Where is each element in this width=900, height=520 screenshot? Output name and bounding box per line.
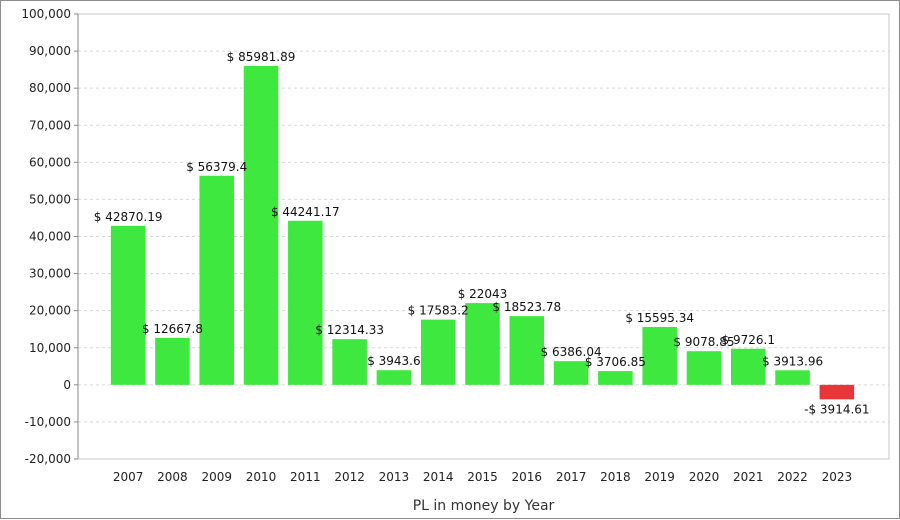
x-tick-label: 2009: [201, 470, 232, 484]
y-tick-label: 10,000: [29, 341, 71, 355]
bar-2009: [199, 175, 235, 385]
bar-2022: [775, 370, 810, 385]
y-tick-label: 50,000: [29, 192, 71, 206]
x-tick-label: 2020: [689, 470, 720, 484]
y-tick-label: 70,000: [29, 118, 71, 132]
x-tick-label: 2023: [822, 470, 853, 484]
bar-2013: [376, 370, 412, 385]
x-tick-label: 2015: [467, 470, 498, 484]
x-tick-label: 2007: [113, 470, 144, 484]
y-tick-label: -10,000: [25, 415, 71, 429]
bar-2015: [465, 303, 500, 385]
bar-2020: [686, 351, 722, 385]
y-tick-label: -20,000: [25, 452, 71, 466]
data-label-2012: $ 12314.33: [315, 323, 384, 337]
y-tick-label: 20,000: [29, 304, 71, 318]
bar-2012: [332, 339, 367, 385]
y-tick-label: 30,000: [29, 267, 71, 281]
bar-2014: [420, 319, 456, 385]
data-label-2013: $ 3943.6: [367, 354, 420, 368]
bar-2017: [553, 361, 589, 385]
data-label-2011: $ 44241.17: [271, 205, 340, 219]
data-label-2019: $ 15595.34: [625, 311, 694, 325]
bars: [110, 65, 855, 400]
x-tick-label: 2010: [246, 470, 277, 484]
bar-2018: [598, 371, 633, 385]
x-tick-label: 2016: [512, 470, 543, 484]
data-label-2009: $ 56379.4: [186, 160, 247, 174]
data-label-2018: $ 3706.85: [585, 355, 646, 369]
x-tick-label: 2014: [423, 470, 454, 484]
x-tick-label: 2019: [644, 470, 675, 484]
x-tick-label: 2022: [777, 470, 808, 484]
data-label-2020: $ 9078.85: [673, 335, 734, 349]
bar-2010: [243, 65, 279, 385]
bar-2016: [509, 316, 545, 385]
data-labels: $ 42870.19 $ 12667.8 $ 56379.4 $ 85981.89 $ …: [94, 50, 870, 416]
bar-2011: [288, 220, 323, 385]
data-label-2017: $ 6386.04: [541, 345, 602, 359]
x-tick-label: 2017: [556, 470, 587, 484]
y-tick-label: 60,000: [29, 155, 71, 169]
data-label-2022: $ 3913.96: [762, 354, 823, 368]
y-tick-label: 100,000: [21, 7, 71, 21]
x-tick-label: 2008: [157, 470, 188, 484]
x-tick-label: 2021: [733, 470, 764, 484]
x-tick-label: 2018: [600, 470, 631, 484]
y-tick-label: 40,000: [29, 230, 71, 244]
data-label-2023: -$ 3914.61: [804, 402, 869, 416]
y-tick-label: 80,000: [29, 81, 71, 95]
x-tick-label: 2013: [379, 470, 410, 484]
bar-2021: [730, 348, 766, 385]
data-label-2016: $ 18523.78: [492, 300, 561, 314]
y-tick-label: 90,000: [29, 44, 71, 58]
data-label-2021: $ 9726.1: [722, 333, 775, 347]
bar-2019: [642, 327, 677, 385]
x-axis-title: PL in money by Year: [413, 498, 555, 514]
axes: -20,000 -10,000 0 10,000 20,000 30,000 40,000 5…: [21, 7, 890, 484]
bar-2007: [110, 225, 146, 385]
data-label-2015: $ 22043: [458, 287, 508, 301]
data-label-2010: $ 85981.89: [227, 50, 296, 64]
data-label-2008: $ 12667.8: [142, 322, 203, 336]
data-label-2014: $ 17583.2: [408, 304, 469, 318]
bar-2023: [819, 384, 855, 400]
data-label-2007: $ 42870.19: [94, 210, 163, 224]
x-tick-label: 2012: [334, 470, 365, 484]
bar-2008: [155, 337, 190, 385]
x-tick-label: 2011: [290, 470, 321, 484]
y-tick-label: 0: [63, 378, 71, 392]
